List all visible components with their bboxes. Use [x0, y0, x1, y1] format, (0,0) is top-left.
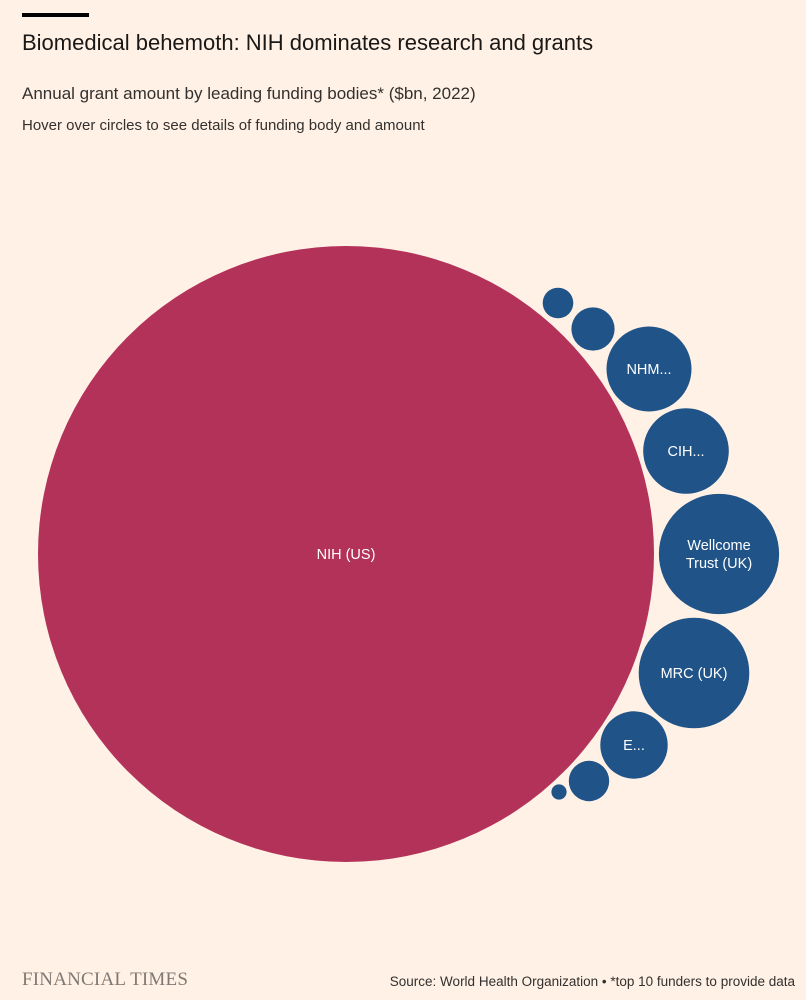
ft-brand-logo: FINANCIAL TIMES	[22, 969, 189, 990]
top-rule	[22, 13, 89, 17]
bubble-5[interactable]	[658, 493, 780, 615]
chart-subtitle: Annual grant amount by leading funding b…	[22, 84, 476, 103]
source-note: Source: World Health Organization • *top…	[389, 974, 795, 989]
bubble-0[interactable]	[38, 246, 654, 862]
bubble-9[interactable]	[551, 784, 567, 800]
bubble-6[interactable]	[638, 617, 750, 729]
bubble-1[interactable]	[542, 287, 574, 319]
bubble-2[interactable]	[571, 307, 615, 351]
bubble-7[interactable]	[600, 711, 668, 779]
hover-instruction: Hover over circles to see details of fun…	[22, 117, 425, 134]
chart-title: Biomedical behemoth: NIH dominates resea…	[22, 30, 594, 55]
bubble-3[interactable]	[606, 326, 692, 412]
bubble-8[interactable]	[568, 760, 610, 802]
bubble-4[interactable]	[643, 408, 729, 494]
